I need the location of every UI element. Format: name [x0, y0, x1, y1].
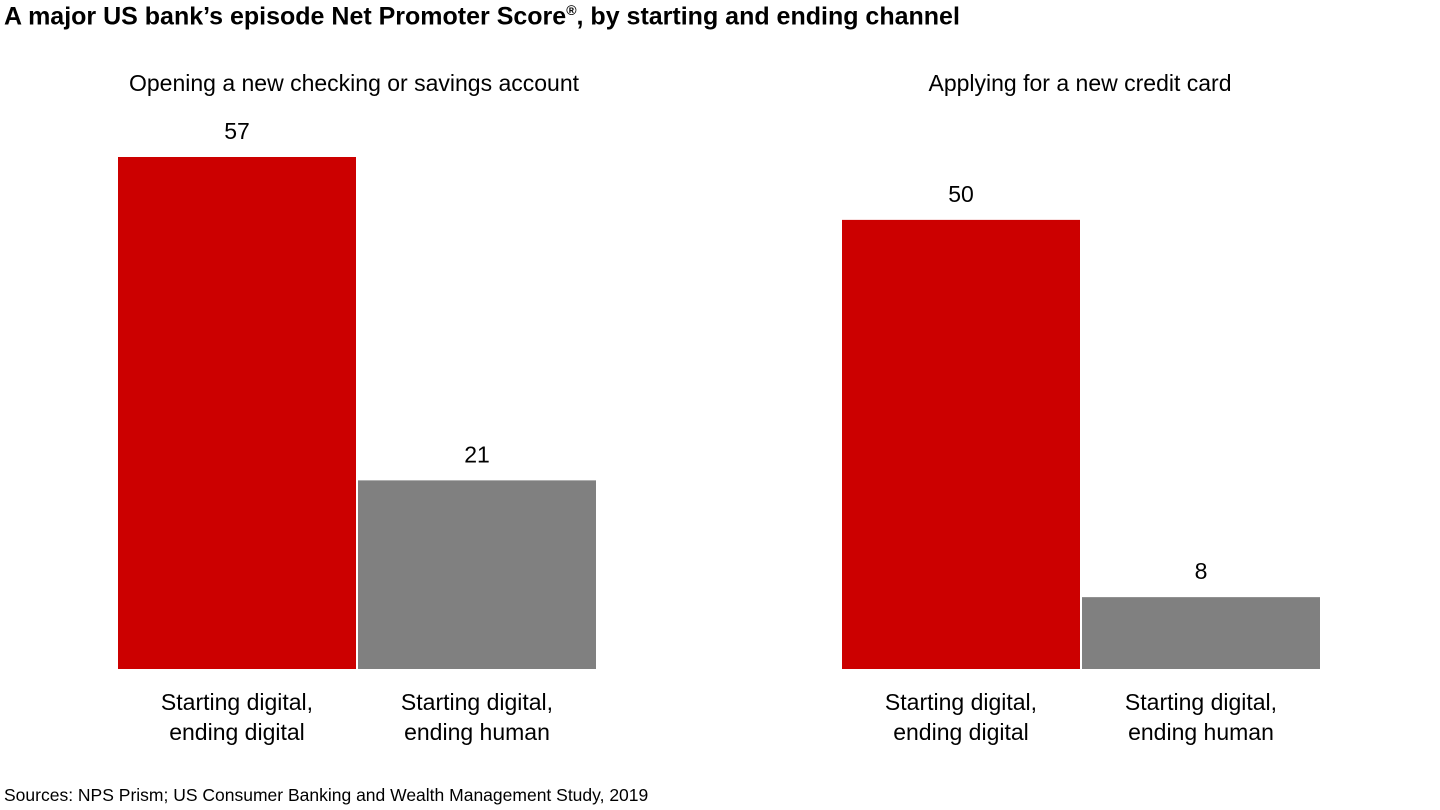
chart-title-main: A major US bank’s episode Net Promoter S… [4, 2, 567, 31]
chart-panel-1: Opening a new checking or savings accoun… [118, 70, 596, 745]
bar-value-label: 50 [948, 181, 974, 207]
bar-value-label: 21 [464, 441, 490, 467]
bar-human [358, 480, 596, 669]
category-label: Starting digital, [401, 689, 553, 715]
bar-value-label: 57 [224, 118, 250, 144]
bar-digital [842, 219, 1080, 669]
chart-title: A major US bank’s episode Net Promoter S… [4, 2, 960, 31]
category-label: ending digital [893, 719, 1029, 745]
category-label: Starting digital, [1125, 689, 1277, 715]
chart-title-rest: , by starting and ending channel [576, 2, 960, 31]
panel-title: Opening a new checking or savings accoun… [129, 70, 580, 96]
bar-digital [118, 157, 356, 669]
registered-mark: ® [566, 2, 577, 18]
panel-title: Applying for a new credit card [929, 70, 1232, 96]
category-label: ending human [404, 719, 550, 745]
category-label: Starting digital, [161, 689, 313, 715]
source-note: Sources: NPS Prism; US Consumer Banking … [4, 785, 649, 805]
bar-value-label: 8 [1195, 558, 1208, 584]
bar-human [1082, 597, 1320, 669]
category-label: ending digital [169, 719, 305, 745]
chart-panel-2: Applying for a new credit card 50 Starting… [842, 70, 1320, 745]
category-label: ending human [1128, 719, 1274, 745]
category-label: Starting digital, [885, 689, 1037, 715]
charts-area: Opening a new checking or savings accoun… [118, 70, 1320, 745]
